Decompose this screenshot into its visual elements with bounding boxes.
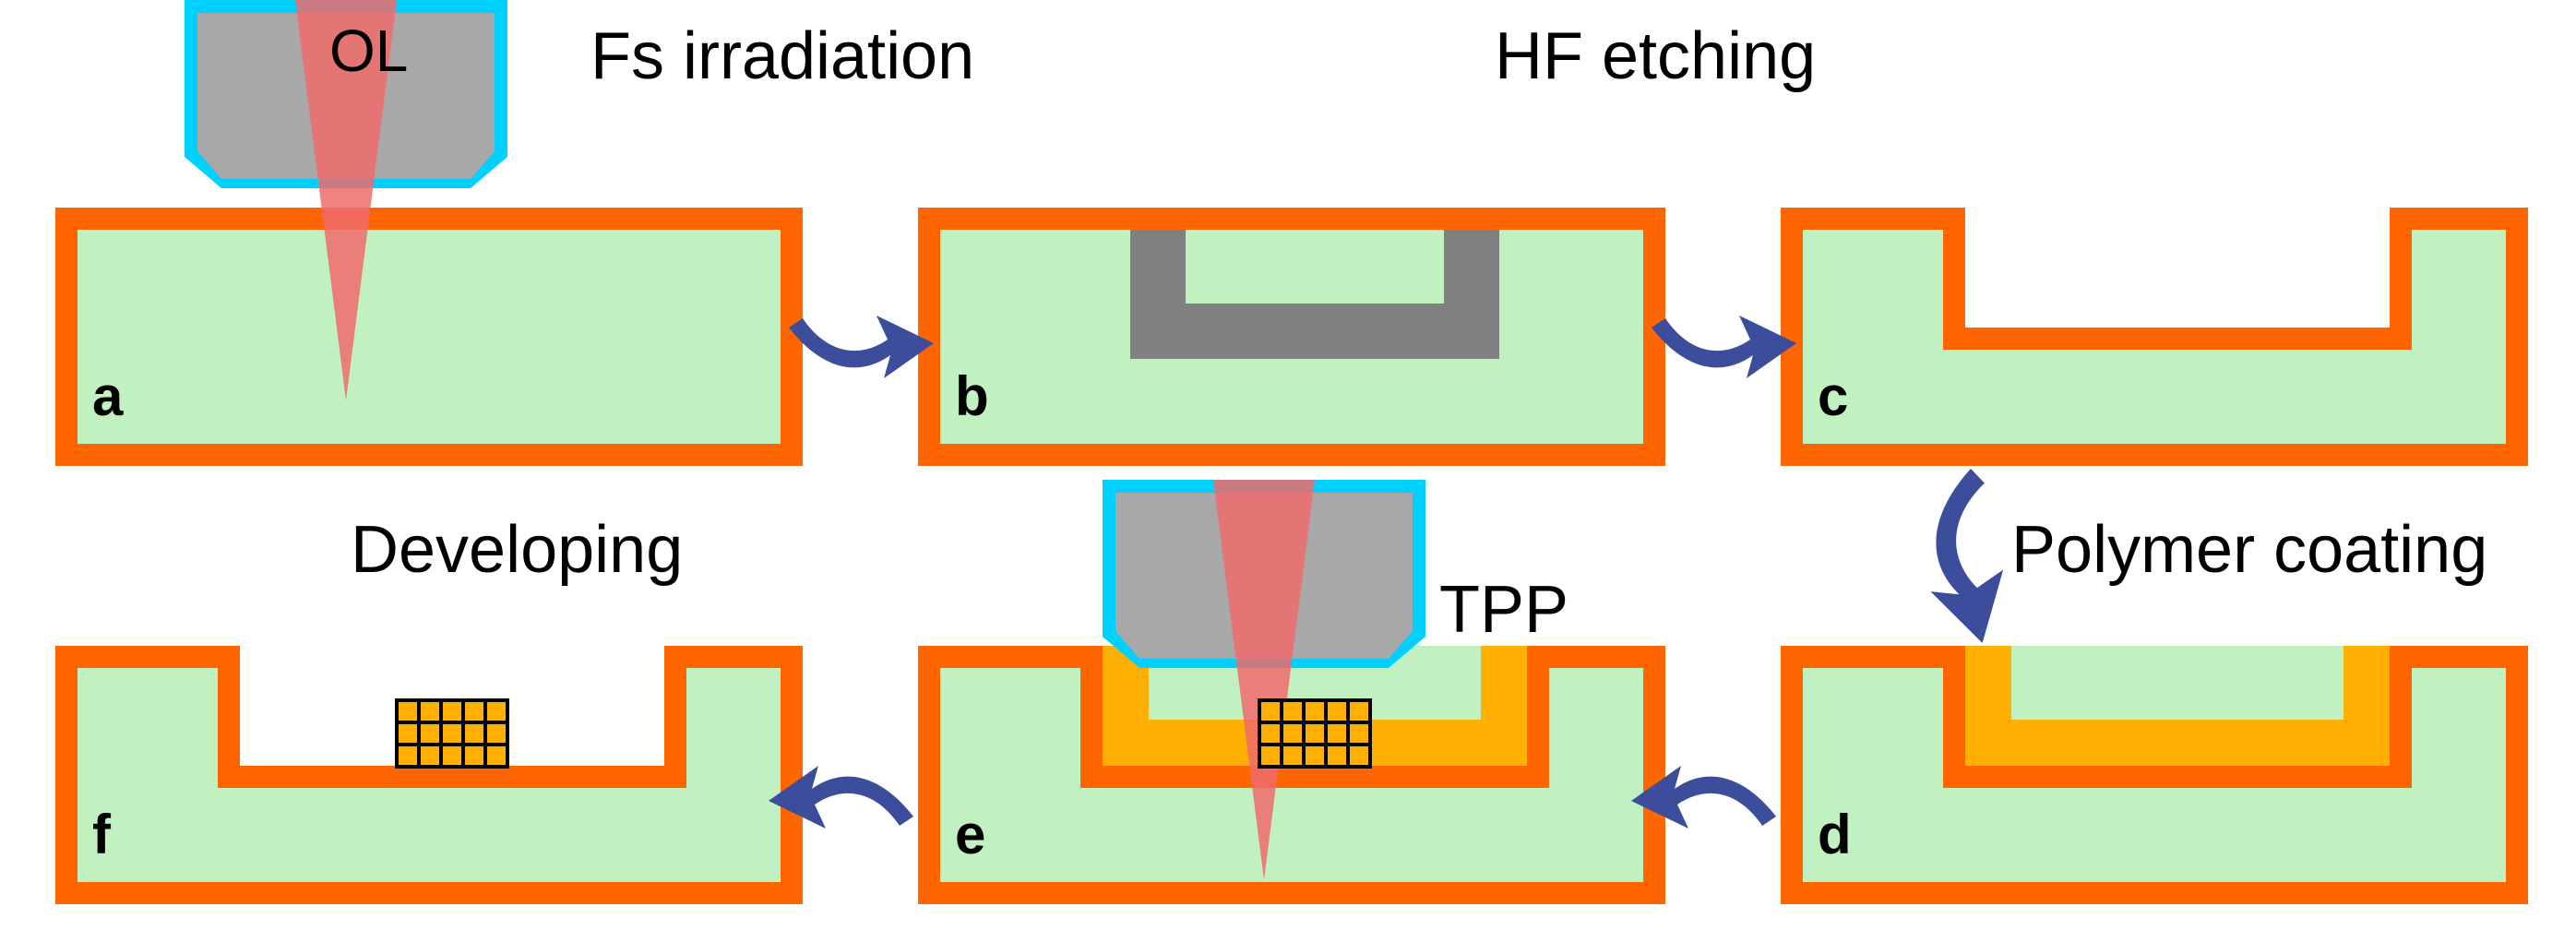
panel-e [918,646,1665,904]
arrow-a-to-b [789,316,934,378]
label-fs: Fs irradiation [590,18,974,94]
label-ol: OL [329,17,408,85]
label-dev: Developing [351,512,683,588]
diagram-svg [0,0,2576,930]
panel-letter-e: e [955,803,985,866]
panel-letter-c: c [1818,364,1848,428]
label-hf: HF etching [1495,18,1816,94]
panel-letter-b: b [955,364,989,428]
arrow-b-to-c [1652,316,1796,378]
panel-f [55,646,803,904]
panel-b [918,208,1665,466]
label-poly: Polymer coating [2011,512,2487,588]
tpp-grid-f [397,700,507,767]
panel-letter-d: d [1818,803,1852,866]
tpp-grid-e [1259,700,1370,767]
panel-a [55,208,803,466]
panel-letter-f: f [92,803,111,866]
panel-d [1781,646,2528,904]
panel-c [1781,208,2528,466]
label-tpp: TPP [1439,572,1568,648]
panel-letter-a: a [92,364,123,428]
arrow-c-to-d [1911,466,2015,650]
